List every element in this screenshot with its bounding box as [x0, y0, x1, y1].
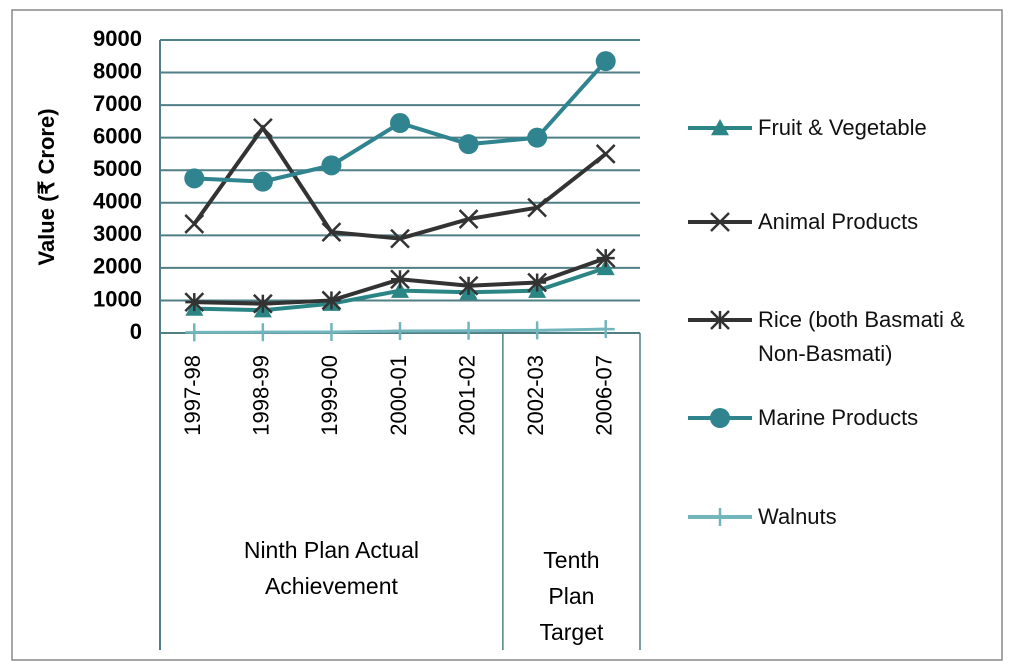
- marker: [595, 51, 616, 72]
- data-point: [527, 127, 548, 148]
- marker: [595, 144, 616, 164]
- group-label: Target: [539, 619, 604, 645]
- marker: [321, 222, 342, 242]
- data-point: [252, 293, 273, 314]
- marker: [390, 228, 410, 249]
- y-tick-label: 0: [130, 319, 142, 344]
- legend-label: Animal Products: [758, 209, 919, 234]
- data-point: [527, 197, 548, 218]
- marker: [184, 214, 205, 234]
- data-point: [596, 320, 615, 339]
- x-tick-label: 2002-03: [523, 355, 548, 436]
- x-tick-label: 1998-99: [249, 355, 274, 436]
- marker: [458, 134, 479, 155]
- data-point: [252, 171, 273, 192]
- group-label: Ninth Plan Actual: [244, 537, 419, 563]
- data-point: [595, 144, 616, 164]
- marker: [711, 119, 729, 136]
- marker: [184, 168, 205, 189]
- y-tick-label: 2000: [93, 254, 142, 279]
- data-point: [527, 272, 548, 293]
- marker: [252, 171, 273, 192]
- legend-marker: [710, 212, 730, 232]
- data-point: [458, 134, 479, 155]
- x-tick-label: 2000-01: [386, 355, 411, 436]
- data-point: [390, 113, 410, 134]
- marker: [527, 127, 548, 148]
- marker: [710, 408, 730, 428]
- group-label: Achievement: [265, 573, 399, 599]
- data-point: [459, 321, 478, 340]
- legend-label: Marine Products: [758, 405, 919, 430]
- group-label: Plan: [548, 583, 594, 609]
- y-tick-label: 5000: [93, 156, 142, 181]
- x-tick-label: 1997-98: [180, 355, 205, 436]
- y-tick-label: 4000: [93, 189, 142, 214]
- data-point: [458, 275, 479, 296]
- x-tick-label: 2001-02: [454, 355, 479, 436]
- data-point: [184, 168, 205, 189]
- data-point: [322, 323, 341, 342]
- data-point: [184, 292, 205, 312]
- data-point: [391, 281, 409, 298]
- data-point: [391, 322, 409, 341]
- legend-label: Rice (both Basmati & Non-Basmati): [758, 307, 965, 366]
- group-label: Tenth: [543, 547, 599, 573]
- data-point: [528, 321, 547, 340]
- data-point: [390, 228, 410, 249]
- legend-label: Walnuts: [758, 504, 837, 529]
- x-tick-label: 2006-07: [592, 355, 617, 436]
- data-point: [321, 155, 342, 176]
- data-point: [184, 214, 205, 234]
- marker: [391, 281, 409, 298]
- x-tick-label: 1999-00: [317, 355, 342, 436]
- data-point: [252, 118, 273, 138]
- y-tick-label: 1000: [93, 286, 142, 311]
- legend-marker: [711, 119, 729, 136]
- data-point: [321, 290, 342, 311]
- data-point: [185, 323, 204, 342]
- marker: [527, 197, 548, 218]
- data-point: [595, 51, 616, 72]
- legend-label: Fruit & Vegetable: [758, 115, 927, 140]
- marker: [252, 118, 273, 138]
- marker: [458, 209, 479, 229]
- legend-marker: [710, 408, 730, 428]
- data-point: [321, 222, 342, 242]
- y-tick-label: 6000: [93, 123, 142, 148]
- legend-marker: [711, 508, 729, 526]
- data-point: [253, 323, 272, 342]
- y-tick-label: 9000: [93, 26, 142, 51]
- data-point: [595, 248, 616, 269]
- y-tick-label: 3000: [93, 221, 142, 246]
- data-point: [390, 269, 410, 290]
- frame: [11, 9, 1003, 661]
- legend-marker: [710, 310, 730, 330]
- marker: [710, 212, 730, 232]
- y-tick-label: 8000: [93, 58, 142, 83]
- marker: [321, 155, 342, 176]
- y-tick-label: 7000: [93, 91, 142, 116]
- y-axis-label: Value (₹ Crore): [34, 108, 59, 265]
- data-point: [458, 209, 479, 229]
- marker: [390, 113, 410, 134]
